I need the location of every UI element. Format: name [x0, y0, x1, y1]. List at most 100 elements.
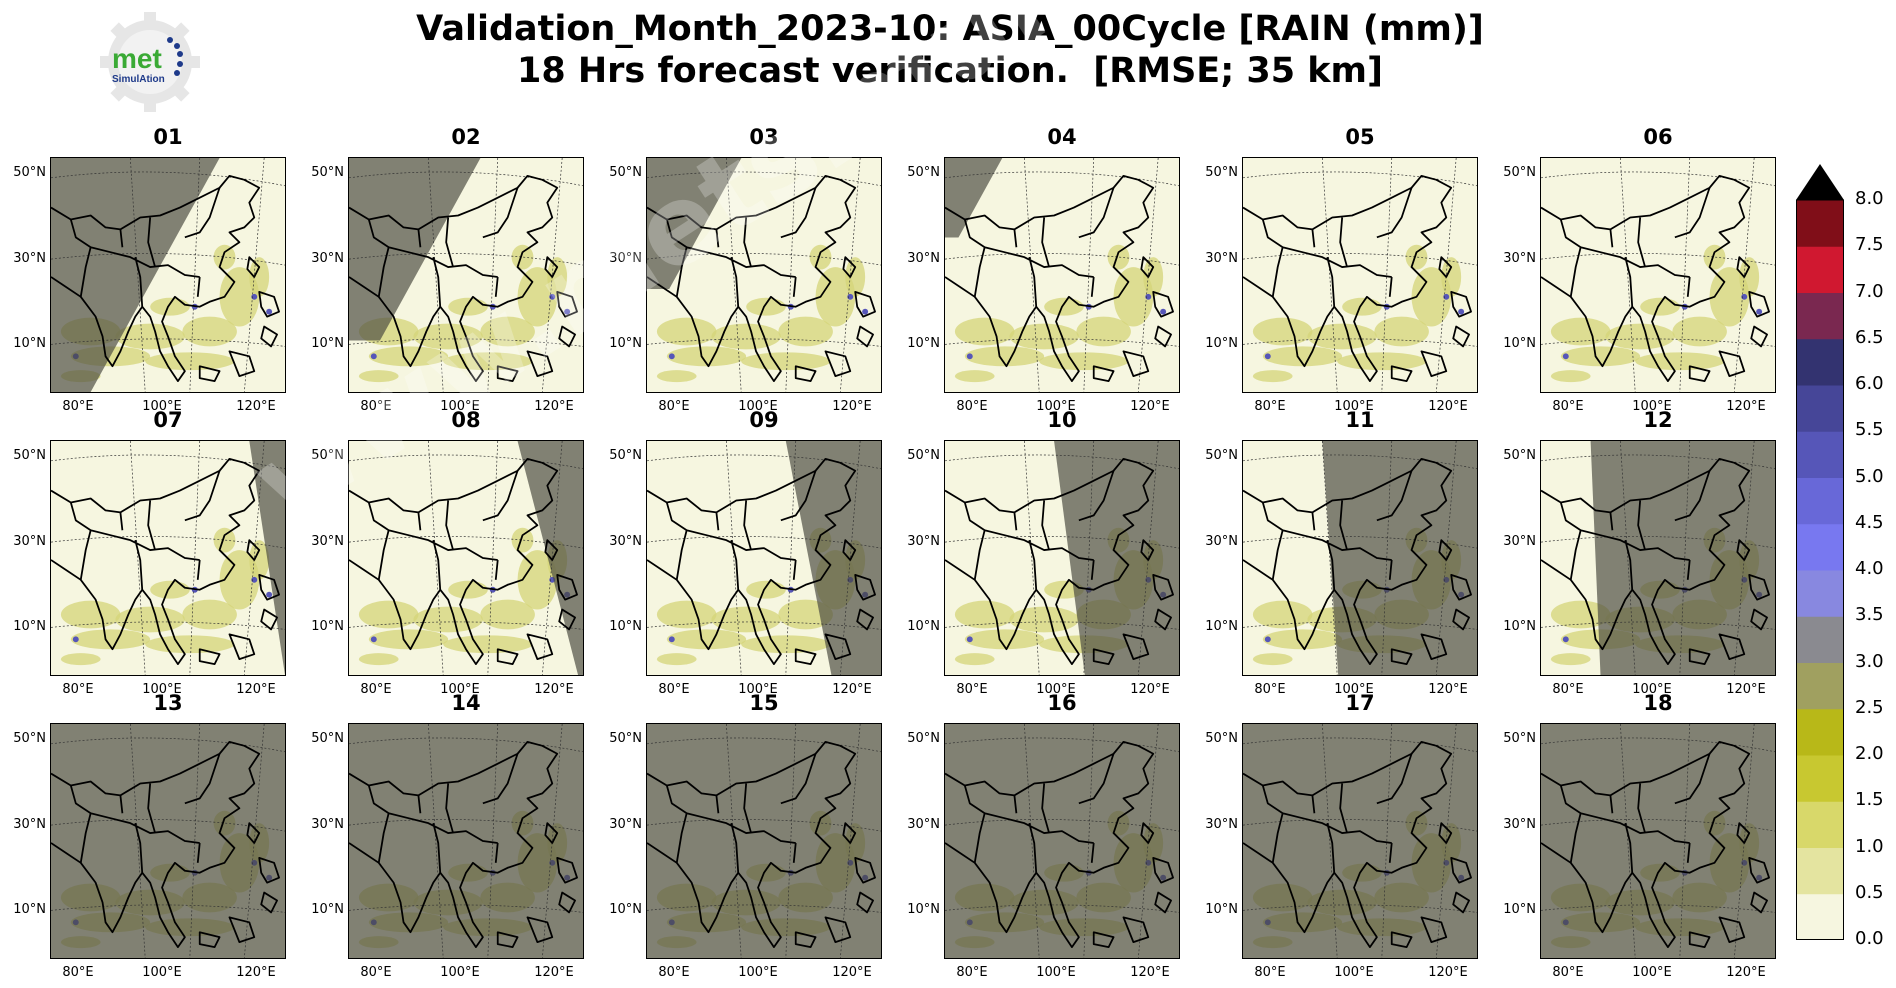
night-shading — [1243, 724, 1477, 958]
rain-field-blob — [115, 323, 185, 350]
lat-label: 50°N — [1205, 448, 1238, 463]
night-shading — [51, 724, 285, 958]
rain-field-blob — [413, 606, 483, 633]
graticule-line — [129, 158, 146, 392]
rain-field-blob — [1672, 316, 1727, 347]
lon-label: 100°E — [1036, 965, 1076, 980]
lat-label: 10°N — [311, 902, 344, 917]
colorbar-tick-label: 0.0 — [1855, 928, 1884, 949]
rain-field-blob — [1107, 244, 1130, 270]
country-borders — [1261, 187, 1413, 307]
rain-rmse-map — [348, 157, 584, 393]
lat-label: 30°N — [1503, 251, 1536, 266]
country-borders — [69, 187, 221, 307]
graticule-line — [129, 441, 146, 675]
lat-label: 10°N — [311, 619, 344, 634]
high-error-spot — [251, 293, 258, 300]
rain-rmse-map — [50, 723, 286, 959]
graticule-line — [945, 904, 1179, 913]
rain-field-blob — [656, 600, 717, 629]
lon-label: 80°E — [1552, 682, 1584, 697]
graticule-line — [1734, 724, 1755, 958]
rain-rmse-map — [944, 723, 1180, 959]
graticule-line — [945, 454, 1179, 470]
graticule-line — [51, 338, 285, 347]
rain-field-blob — [741, 352, 831, 371]
map-panel-03: 03 50°N 30°N 10°N 80°E 100°E 120°E — [609, 125, 882, 414]
panel-title: 02 — [451, 125, 481, 149]
rain-field-blob — [368, 346, 449, 367]
rain-field-blob — [60, 600, 121, 629]
rain-field-blob — [1009, 323, 1079, 350]
coastline — [945, 457, 1155, 665]
colorbar-frame — [1796, 199, 1844, 940]
graticule-line — [189, 158, 201, 392]
rain-field-blob — [954, 370, 995, 383]
colorbar-segment — [1796, 292, 1844, 340]
colorbar-segment — [1796, 246, 1844, 293]
lon-label: 120°E — [236, 682, 276, 697]
panel-title: 14 — [451, 691, 481, 715]
graticule-line — [1023, 724, 1040, 958]
map-panel-08: 08 50°N 30°N 10°N 80°E 100°E 120°E — [311, 408, 584, 697]
rain-field-blob — [249, 540, 270, 580]
lat-label: 10°N — [13, 902, 46, 917]
graticule-line — [1243, 338, 1477, 347]
graticule-line — [51, 536, 285, 549]
rain-field-blob — [219, 267, 260, 327]
island-outlines — [1390, 256, 1472, 382]
graticule-line — [647, 536, 881, 549]
rain-field-blob — [1550, 317, 1611, 346]
graticule-line — [189, 724, 201, 958]
panel-title: 03 — [749, 125, 779, 149]
graticule-line — [542, 724, 563, 958]
rain-field-blob — [1550, 653, 1591, 666]
rain-field-blob — [511, 244, 534, 270]
graticule-line — [1138, 158, 1159, 392]
lat-label: 30°N — [13, 251, 46, 266]
lon-label: 100°E — [738, 399, 778, 414]
high-error-spot — [370, 353, 377, 360]
graticule-line — [785, 441, 797, 675]
coastline — [51, 174, 261, 382]
rain-rmse-map — [646, 723, 882, 959]
island-outlines — [1688, 256, 1770, 382]
rain-rmse-map — [348, 440, 584, 676]
high-error-spot — [668, 353, 675, 360]
high-error-spot — [564, 308, 571, 315]
high-error-spot — [966, 636, 973, 643]
lat-label: 30°N — [609, 817, 642, 832]
panel-title: 04 — [1047, 125, 1077, 149]
high-error-spot — [862, 308, 869, 315]
coastline — [349, 457, 559, 665]
island-outlines — [198, 256, 280, 382]
rain-field-blob — [1441, 257, 1462, 297]
lon-label: 120°E — [1428, 682, 1468, 697]
colorbar-tick-label: 3.5 — [1855, 604, 1884, 626]
rain-field-blob — [1709, 267, 1750, 327]
colorbar-segment — [1796, 570, 1844, 617]
island-outlines — [1092, 539, 1174, 665]
lon-label: 100°E — [142, 682, 182, 697]
lon-label: 100°E — [738, 965, 778, 980]
rain-rmse-map — [50, 440, 286, 676]
graticule-line — [1243, 621, 1477, 630]
lat-label: 10°N — [907, 336, 940, 351]
rain-rmse-map — [944, 157, 1180, 393]
rain-field-blob — [1143, 257, 1164, 297]
graticule-line — [542, 158, 563, 392]
graticule-line — [1541, 819, 1775, 832]
rain-field-blob — [964, 346, 1045, 367]
lon-label: 120°E — [534, 399, 574, 414]
graticule-line — [349, 454, 583, 470]
rain-field-blob — [1262, 346, 1343, 367]
graticule-line — [51, 904, 285, 913]
lat-label: 50°N — [609, 731, 642, 746]
graticule-line — [1083, 158, 1095, 392]
rain-rmse-map — [1242, 440, 1478, 676]
island-outlines — [496, 822, 578, 948]
country-borders — [367, 753, 519, 873]
colorbar-tick-label: 8.0 — [1855, 188, 1884, 209]
lat-label: 10°N — [1503, 336, 1536, 351]
island-outlines — [794, 256, 876, 382]
